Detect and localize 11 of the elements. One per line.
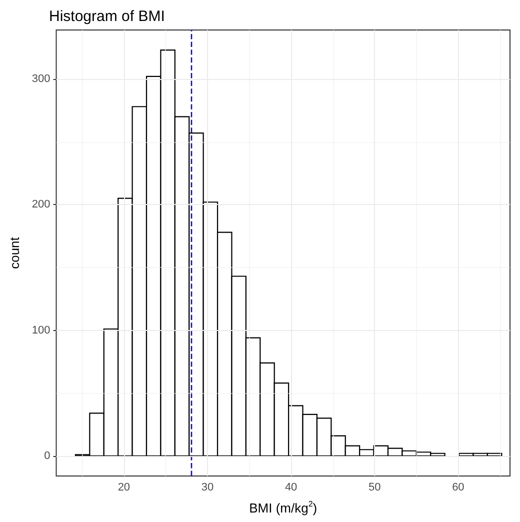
chart-title: Histogram of BMI	[49, 8, 165, 25]
x-tick-label: 20	[118, 482, 130, 494]
y-axis-title: count	[7, 236, 22, 269]
x-tick-label: 30	[201, 482, 214, 494]
y-tick-label: 200	[32, 198, 50, 211]
y-tick-label: 100	[32, 324, 50, 336]
y-tick-label: 300	[32, 72, 50, 85]
x-tick-label: 50	[368, 482, 381, 494]
x-tick-label: 60	[452, 482, 464, 494]
x-tick-label: 40	[284, 482, 298, 494]
y-tick-label: 0	[44, 450, 50, 462]
